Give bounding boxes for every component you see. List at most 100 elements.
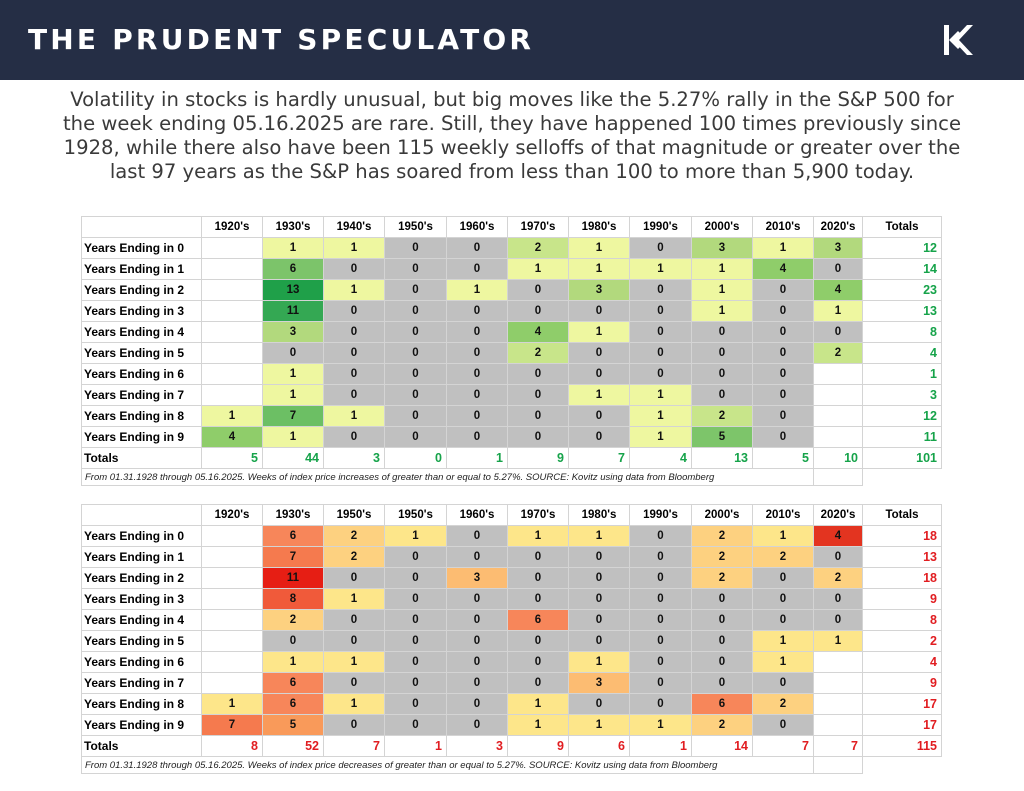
brand-title: THE PRUDENT SPECULATOR [28,23,535,56]
heatmap-cell: 0 [384,672,447,694]
heatmap-cell: 0 [446,546,508,568]
heatmap-cell: 3 [568,672,630,694]
heatmap-cell: 0 [384,651,447,673]
heatmap-cell: 0 [568,405,630,427]
note-spacer [813,468,863,486]
heatmap-cell: 3 [262,321,324,343]
heatmap-cell: 0 [568,300,630,322]
heatmap-cell: 1 [691,279,753,301]
source-note: From 01.31.1928 through 05.16.2025. Week… [81,756,814,774]
row-total: 17 [862,693,942,715]
heatmap-cell: 0 [446,258,508,280]
heatmap-cell: 0 [752,588,814,610]
decade-header: 1940's [323,216,385,238]
decade-header: 1950's [384,216,447,238]
heatmap-cell: 1 [323,588,385,610]
heatmap-cell: 0 [752,672,814,694]
heatmap-cell: 1 [201,405,263,427]
row-label: Years Ending in 1 [81,546,202,568]
heatmap-cell [201,384,263,406]
heatmap-cell: 0 [629,546,692,568]
heatmap-cell: 11 [262,300,324,322]
heatmap-cell: 0 [691,342,753,364]
row-total: 8 [862,609,942,631]
totals-header: Totals [862,504,942,526]
heatmap-cell: 0 [507,588,569,610]
heatmap-cell: 0 [323,258,385,280]
heatmap-cell: 1 [507,525,569,547]
heatmap-cell: 1 [629,426,692,448]
headline-text: Volatility in stocks is hardly unusual, … [0,88,1024,184]
heatmap-cell: 0 [752,609,814,631]
heatmap-cell: 1 [323,237,385,259]
row-total: 3 [862,384,942,406]
heatmap-cell [201,279,263,301]
corner-cell [81,216,202,238]
heatmap-cell: 4 [813,279,863,301]
row-label: Years Ending in 3 [81,300,202,322]
heatmap-cell: 0 [446,651,508,673]
row-label: Years Ending in 2 [81,279,202,301]
row-total: 17 [862,714,942,736]
heatmap-cell: 0 [752,300,814,322]
heatmap-cell: 1 [813,300,863,322]
weekly-gains-heatmap: 1920's 1930's 1940's 1950's 1960's 1970's 1980… [81,216,942,486]
row-total: 23 [862,279,942,301]
heatmap-cell: 0 [323,384,385,406]
heatmap-cell: 0 [813,588,863,610]
heatmap-cell [201,363,263,385]
heatmap-cell: 0 [568,588,630,610]
heatmap-cell: 0 [568,693,630,715]
heatmap-cell: 0 [262,342,324,364]
column-total: 7 [568,447,630,469]
heatmap-cell: 3 [446,567,508,589]
kovitz-logo-icon [944,25,973,55]
row-total: 12 [862,237,942,259]
heatmap-cell: 1 [323,693,385,715]
heatmap-cell [201,609,263,631]
column-total: 13 [691,447,753,469]
column-total: 14 [691,735,753,757]
heatmap-cell: 0 [446,588,508,610]
heatmap-cell: 0 [691,384,753,406]
heatmap-cell: 2 [752,546,814,568]
column-total: 10 [813,447,863,469]
heatmap-cell: 1 [568,651,630,673]
heatmap-cell: 0 [629,363,692,385]
heatmap-cell [201,588,263,610]
heatmap-cell: 0 [323,672,385,694]
heatmap-cell: 2 [752,693,814,715]
heatmap-cell: 0 [384,405,447,427]
heatmap-cell: 0 [752,321,814,343]
column-total: 7 [752,735,814,757]
heatmap-cell: 0 [752,342,814,364]
heatmap-cell: 0 [323,300,385,322]
heatmap-cell [201,300,263,322]
decade-header: 1980's [568,216,630,238]
heatmap-cell: 0 [691,672,753,694]
heatmap-cell: 0 [446,426,508,448]
decade-header: 1990's [629,504,692,526]
heatmap-cell: 0 [446,672,508,694]
heatmap-cell: 0 [691,651,753,673]
heatmap-cell [201,651,263,673]
heatmap-cell: 3 [568,279,630,301]
heatmap-cell [813,672,863,694]
heatmap-cell: 0 [629,693,692,715]
heatmap-cell [201,672,263,694]
decade-header: 1990's [629,216,692,238]
heatmap-cell: 2 [323,546,385,568]
heatmap-cell: 0 [507,426,569,448]
heatmap-cell: 2 [813,567,863,589]
heatmap-cell: 0 [629,567,692,589]
row-total: 2 [862,630,942,652]
heatmap-cell: 0 [446,237,508,259]
row-label: Years Ending in 7 [81,672,202,694]
column-total: 0 [384,447,447,469]
heatmap-cell: 2 [691,567,753,589]
heatmap-cell: 2 [691,714,753,736]
heatmap-cell: 0 [446,609,508,631]
heatmap-cell: 0 [752,567,814,589]
column-total: 4 [629,447,692,469]
heatmap-cell: 1 [323,279,385,301]
